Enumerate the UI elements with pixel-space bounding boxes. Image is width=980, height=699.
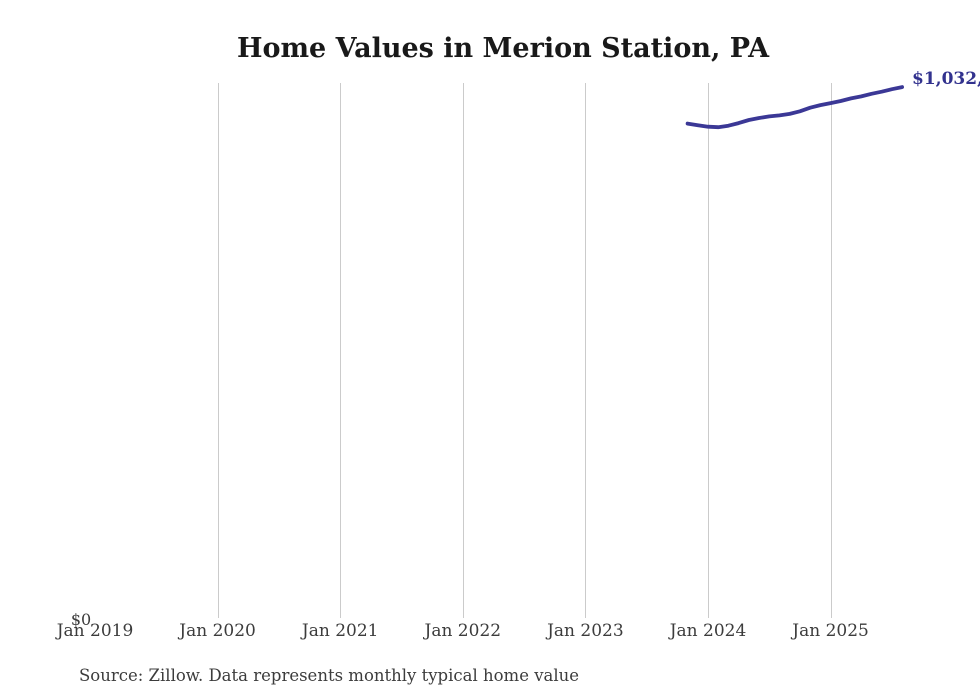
x-tick-jan-2024: Jan 2024 bbox=[669, 621, 747, 641]
y-axis-zero-label: $0 bbox=[70, 610, 92, 629]
x-tick-jan-2020: Jan 2020 bbox=[179, 621, 256, 641]
x-tick-jan-2021: Jan 2021 bbox=[301, 621, 379, 641]
gridline-jan-2024 bbox=[708, 83, 709, 618]
gridline-jan-2021 bbox=[340, 83, 342, 618]
gridline-jan-2020 bbox=[217, 83, 219, 618]
gridline-jan-2025 bbox=[830, 83, 832, 618]
x-tick-jan-2025: Jan 2025 bbox=[792, 621, 869, 641]
gridline-jan-2022 bbox=[462, 83, 464, 618]
x-tick-jan-2022: Jan 2022 bbox=[424, 621, 502, 641]
latest-value-label: $1,032, bbox=[912, 69, 980, 89]
chart-title: Home Values in Merion Station, PA bbox=[236, 33, 770, 64]
x-tick-jan-2019: Jan 2019 bbox=[56, 621, 134, 641]
gridline-jan-2023 bbox=[585, 83, 587, 618]
x-tick-jan-2023: Jan 2023 bbox=[547, 621, 624, 641]
source-note: Source: Zillow. Data represents monthly … bbox=[79, 666, 580, 685]
